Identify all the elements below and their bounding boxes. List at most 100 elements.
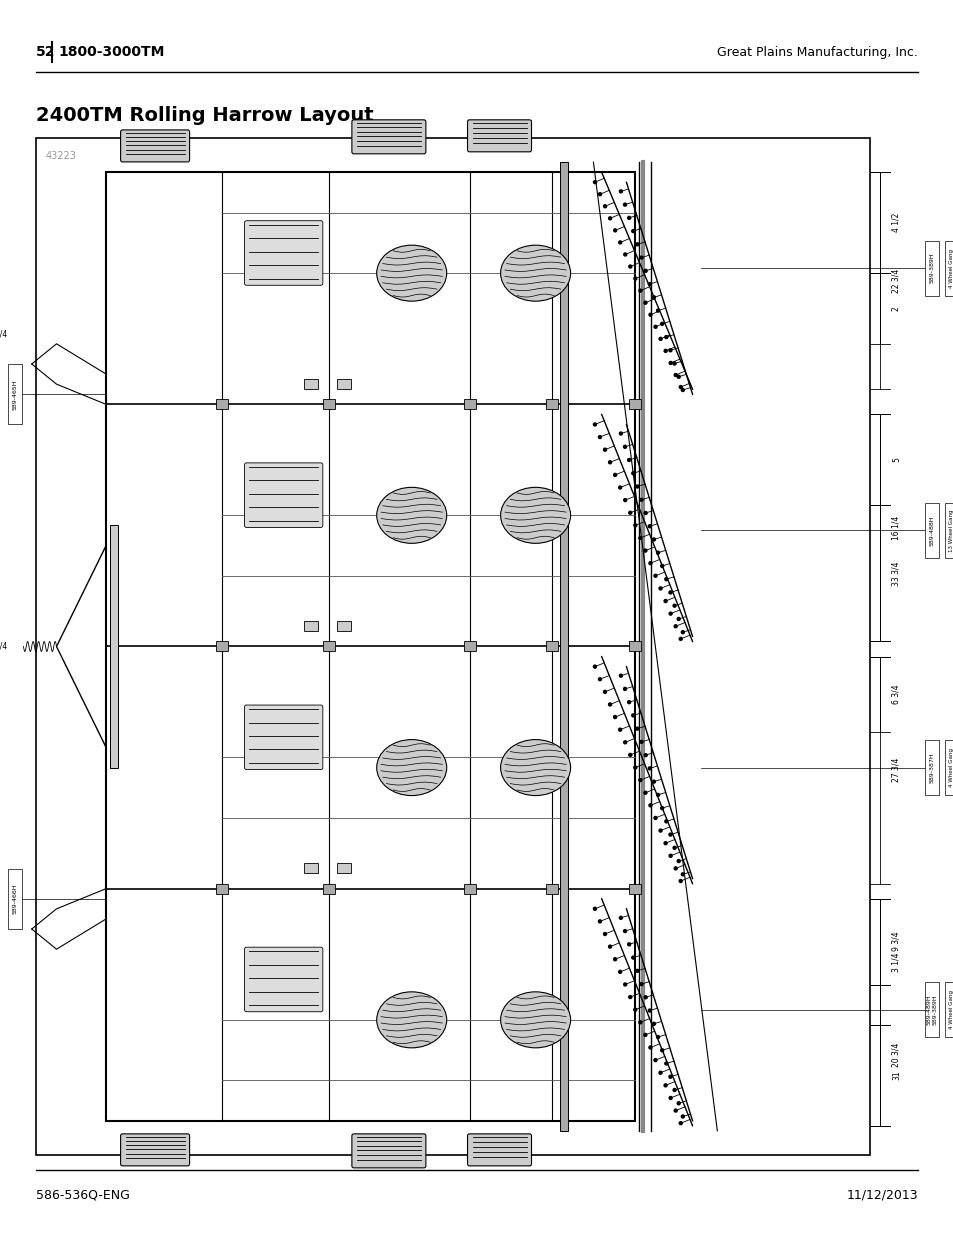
- FancyBboxPatch shape: [467, 1134, 531, 1166]
- Text: Great Plains Manufacturing, Inc.: Great Plains Manufacturing, Inc.: [717, 46, 917, 58]
- Circle shape: [598, 678, 600, 680]
- Bar: [215, 884, 228, 894]
- Circle shape: [680, 631, 683, 634]
- Circle shape: [659, 1071, 661, 1074]
- Text: 589-489H
589-389H: 589-489H 589-389H: [925, 994, 937, 1025]
- Text: 5: 5: [891, 457, 900, 462]
- Circle shape: [631, 472, 634, 474]
- Circle shape: [633, 277, 637, 280]
- Bar: [924, 982, 938, 1037]
- Circle shape: [598, 920, 600, 923]
- Circle shape: [673, 1088, 676, 1092]
- Circle shape: [639, 256, 642, 259]
- Circle shape: [674, 867, 677, 869]
- Circle shape: [603, 448, 606, 451]
- Circle shape: [627, 216, 630, 220]
- Bar: [111, 525, 118, 768]
- Circle shape: [664, 336, 667, 338]
- Circle shape: [593, 422, 596, 426]
- Circle shape: [639, 289, 641, 293]
- Circle shape: [613, 957, 616, 961]
- Text: 4 Wheel Gang: 4 Wheel Gang: [948, 990, 953, 1029]
- Bar: [8, 364, 22, 425]
- Circle shape: [668, 348, 671, 352]
- Ellipse shape: [500, 740, 570, 795]
- Circle shape: [636, 727, 639, 730]
- Circle shape: [668, 1076, 671, 1078]
- Circle shape: [674, 373, 677, 377]
- Circle shape: [654, 325, 657, 329]
- Text: 27 3/4: 27 3/4: [891, 758, 900, 782]
- Text: 1800-3000TM: 1800-3000TM: [58, 44, 164, 59]
- Text: 20 3/4: 20 3/4: [891, 1042, 900, 1067]
- Circle shape: [618, 916, 621, 919]
- Circle shape: [643, 301, 646, 304]
- Ellipse shape: [500, 488, 570, 543]
- Circle shape: [631, 714, 634, 716]
- Text: 2: 2: [891, 306, 900, 311]
- Circle shape: [618, 971, 621, 973]
- Circle shape: [660, 564, 663, 567]
- Circle shape: [636, 485, 639, 488]
- Circle shape: [679, 637, 681, 641]
- Bar: [545, 884, 558, 894]
- Circle shape: [677, 618, 679, 620]
- Ellipse shape: [500, 246, 570, 301]
- Circle shape: [663, 842, 666, 845]
- FancyBboxPatch shape: [120, 130, 190, 162]
- Circle shape: [668, 834, 671, 836]
- Circle shape: [648, 804, 651, 806]
- Bar: [337, 379, 351, 389]
- Circle shape: [623, 688, 626, 690]
- Circle shape: [654, 574, 657, 577]
- Bar: [337, 621, 351, 631]
- Circle shape: [618, 729, 621, 731]
- Bar: [323, 641, 335, 652]
- Bar: [924, 740, 938, 795]
- Circle shape: [633, 524, 637, 527]
- Circle shape: [639, 778, 641, 782]
- Circle shape: [613, 715, 616, 719]
- Circle shape: [608, 703, 611, 706]
- Circle shape: [593, 666, 596, 668]
- Text: 13 Wheel Gang: 13 Wheel Gang: [948, 509, 953, 552]
- FancyBboxPatch shape: [467, 120, 531, 152]
- FancyBboxPatch shape: [244, 221, 322, 285]
- Circle shape: [648, 525, 651, 527]
- Text: 11/12/2013: 11/12/2013: [845, 1188, 917, 1202]
- Text: 2400TM Rolling Harrow Layout: 2400TM Rolling Harrow Layout: [36, 105, 374, 125]
- Bar: [106, 172, 634, 1120]
- Circle shape: [643, 792, 646, 794]
- Text: 4 Wheel Gang: 4 Wheel Gang: [948, 748, 953, 787]
- Bar: [944, 982, 953, 1037]
- Circle shape: [618, 674, 621, 677]
- Circle shape: [648, 1009, 651, 1011]
- Bar: [628, 399, 640, 409]
- Circle shape: [659, 829, 661, 832]
- Text: 3 1/4: 3 1/4: [891, 952, 900, 972]
- Text: 589-466H: 589-466H: [12, 883, 17, 914]
- Text: 589-465H: 589-465H: [12, 379, 17, 410]
- Circle shape: [598, 436, 600, 438]
- Circle shape: [668, 613, 672, 615]
- Bar: [628, 641, 640, 652]
- Circle shape: [608, 217, 611, 220]
- Circle shape: [639, 536, 641, 540]
- Circle shape: [618, 432, 621, 435]
- Circle shape: [627, 458, 630, 462]
- Ellipse shape: [376, 740, 446, 795]
- Circle shape: [680, 873, 683, 876]
- Circle shape: [631, 956, 634, 960]
- Circle shape: [668, 362, 672, 364]
- Circle shape: [660, 1049, 663, 1052]
- Bar: [463, 884, 475, 894]
- Circle shape: [673, 846, 676, 850]
- Circle shape: [668, 1097, 672, 1099]
- Bar: [304, 863, 318, 873]
- Text: 586-536Q-ENG: 586-536Q-ENG: [36, 1188, 130, 1202]
- Circle shape: [628, 995, 631, 999]
- Bar: [323, 399, 335, 409]
- Text: 16 1/4: 16 1/4: [891, 516, 900, 540]
- Circle shape: [652, 538, 655, 541]
- Bar: [944, 241, 953, 295]
